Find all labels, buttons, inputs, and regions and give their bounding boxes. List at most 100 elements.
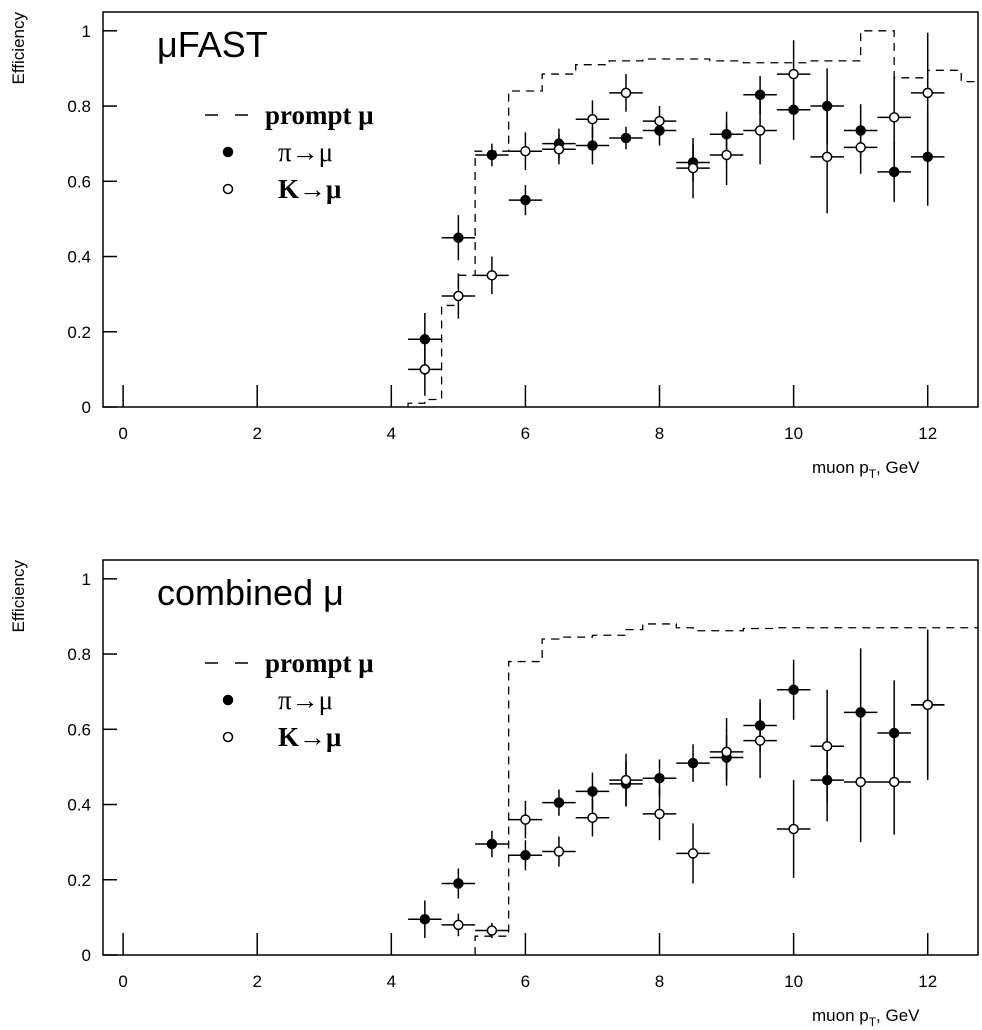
y-tick-label: 0.8 [67,645,91,664]
x-tick-label: 8 [655,424,664,443]
x-tick-label: 0 [118,972,127,991]
x-axis-label-part: T [869,467,877,481]
y-tick-label: 0.2 [67,871,91,890]
data-point [788,68,799,80]
x-tick-label: 6 [521,424,530,443]
x-tick-label: 12 [918,424,937,443]
y-tick-label: 0 [82,946,91,965]
data-point [922,151,933,163]
data-point [821,740,833,752]
plot-frame [102,559,979,956]
data-point [620,774,632,786]
legend-marker [222,731,234,743]
legend-label: π→μ [278,137,333,167]
x-axis-label-part: muon p [812,1006,869,1025]
data-point [453,290,464,302]
data-point [520,194,531,206]
x-tick-label: 4 [387,424,396,443]
data-point [654,808,665,820]
histogram-outline [474,623,978,955]
y-tick-label: 1 [82,22,91,41]
data-point [453,878,464,889]
data-point [922,699,933,711]
data-point [553,797,565,808]
data-point [855,707,866,718]
y-tick-label: 0.8 [67,97,91,116]
data-point [453,919,464,931]
data-point [687,757,699,769]
y-tick-label: 0 [82,398,91,417]
data-point [587,140,598,151]
x-axis-label-part: , GeV [876,1006,920,1025]
y-axis-label: Efficiency [9,12,28,85]
histogram-outline [407,30,978,407]
y-tick-label: 0.6 [67,172,91,191]
data-point [754,735,766,746]
data-point [888,112,900,123]
data-point [654,772,665,784]
x-tick-label: 8 [655,972,664,991]
data-point [788,684,799,696]
y-tick-label: 0.2 [67,323,91,342]
data-point [687,162,699,174]
data-point [788,823,799,835]
x-axis-label-part: T [869,1015,877,1029]
data-point [419,364,431,375]
data-point [587,786,598,797]
x-axis-label-part: , GeV [876,458,920,477]
x-tick-label: 6 [521,972,530,991]
data-point [553,144,565,155]
legend-label: prompt μ [265,648,374,678]
x-tick-label: 4 [387,972,396,991]
data-point [754,125,766,136]
data-point [453,232,464,243]
data-point [486,838,498,850]
data-point [654,115,665,127]
legend-label: prompt μ [265,100,374,130]
y-axis-label: Efficiency [9,560,28,633]
legend-marker [222,694,234,706]
x-axis-label-part: muon p [812,458,869,477]
x-tick-label: 12 [918,972,937,991]
data-point [687,848,699,859]
data-point [620,132,632,144]
data-point [721,149,732,161]
x-tick-label: 2 [252,972,261,991]
data-point [855,142,866,153]
legend-label: K→μ [278,174,341,204]
x-tick-label: 10 [784,424,803,443]
data-point [520,814,531,825]
annotation: combined μ [157,572,344,613]
legend-marker [222,146,234,158]
y-tick-label: 1 [82,570,91,589]
legend-marker [222,183,234,195]
data-point [419,914,431,925]
y-tick-label: 0.4 [67,248,91,267]
data-point [486,270,498,281]
x-tick-label: 0 [118,424,127,443]
x-tick-label: 10 [784,972,803,991]
annotation: μFAST [157,24,268,65]
data-point [855,776,866,788]
x-axis-label: muon pT, GeV [812,458,920,481]
data-point [721,746,732,758]
data-point [620,87,632,99]
legend-label: π→μ [278,685,333,715]
data-point [922,87,933,99]
y-tick-label: 0.4 [67,796,91,815]
x-tick-label: 2 [252,424,261,443]
data-point [520,850,531,861]
x-axis-label: muon pT, GeV [812,1006,920,1029]
y-tick-label: 0.6 [67,720,91,739]
data-point [587,113,598,125]
data-point [520,145,531,157]
data-point [553,846,565,857]
data-point [888,166,900,178]
legend-label: K→μ [278,722,341,752]
data-point [888,776,900,788]
data-point [419,334,431,345]
data-point [486,149,498,161]
plot-frame [102,11,979,408]
